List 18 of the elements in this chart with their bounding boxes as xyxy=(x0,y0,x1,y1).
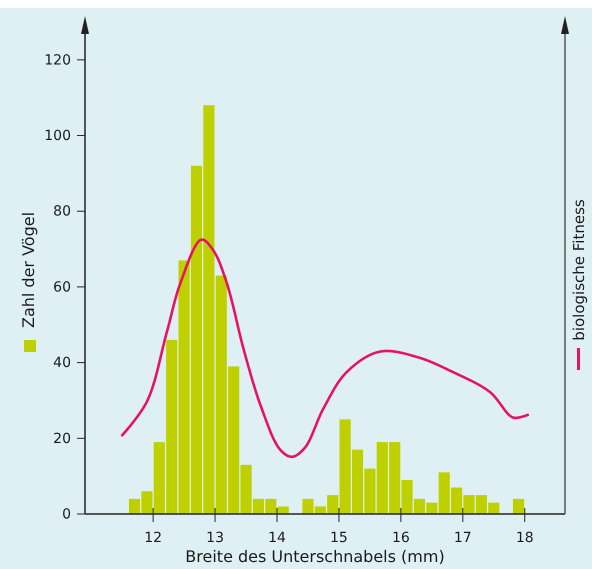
y-tick-label: 120 xyxy=(44,52,71,68)
x-axis-title: Breite des Unterschnabels (mm) xyxy=(185,547,445,566)
y-tick-label: 80 xyxy=(53,204,71,220)
x-tick-label: 13 xyxy=(206,530,224,546)
line-series xyxy=(120,238,530,458)
x-tick-label: 12 xyxy=(144,530,162,546)
y-tick-label: 100 xyxy=(44,128,71,144)
y-tick-label: 0 xyxy=(62,506,71,522)
x-tick-label: 14 xyxy=(268,530,286,546)
x-tick-label: 17 xyxy=(454,530,472,546)
x-tick-label: 15 xyxy=(330,530,348,546)
y2-axis-title: biologische Fitness xyxy=(570,199,588,341)
y-tick-label: 40 xyxy=(53,355,71,372)
y-axis-title: Zahl der Vögel xyxy=(19,212,38,328)
x-tick-label: 16 xyxy=(392,530,410,546)
y-tick-label: 60 xyxy=(53,279,71,296)
x-tick-label: 18 xyxy=(516,530,534,546)
y-tick-label: 20 xyxy=(53,430,71,447)
